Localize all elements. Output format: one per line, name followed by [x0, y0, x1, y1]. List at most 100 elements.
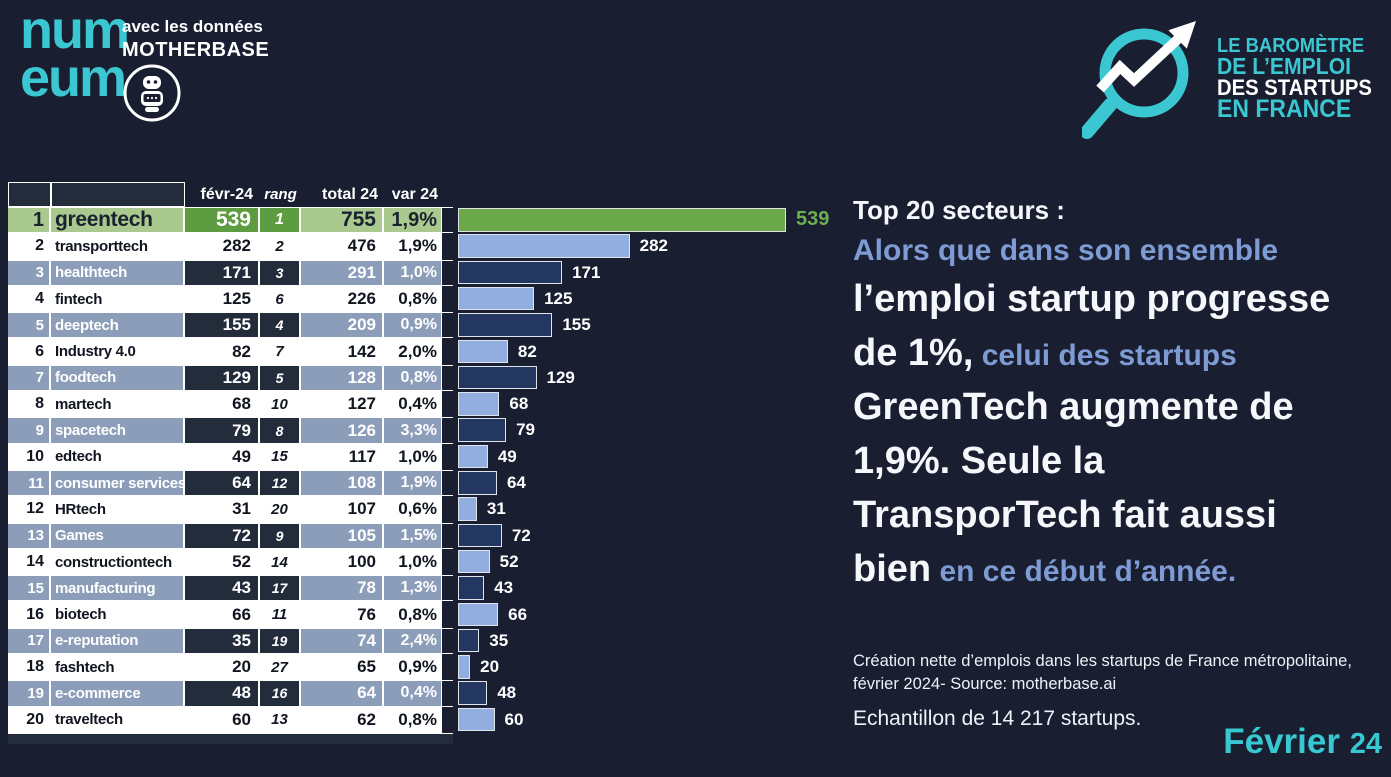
cell-rank-number: 7 — [8, 365, 51, 391]
header-cell-total: total 24 — [321, 185, 378, 203]
panel-text-segment: de 1%, — [853, 332, 974, 374]
table-row: 13 Games 72 9 105 1,5% — [8, 522, 453, 549]
bar-consumer-services — [458, 471, 497, 495]
table-row: 4 fintech 125 6 226 0,8% — [8, 285, 453, 313]
cell-var-value: 0,4% — [384, 391, 442, 418]
cell-var-value: 1,0% — [384, 260, 442, 285]
bar-e-commerce — [458, 681, 488, 705]
table-row: 9 spacetech 79 8 126 3,3% — [8, 417, 453, 444]
cell-total-value: 105 — [301, 523, 384, 548]
cell-month-value: 82 — [185, 338, 260, 365]
bar-foodtech — [458, 365, 537, 390]
cell-month-value: 282 — [185, 233, 260, 260]
cell-total-value: 142 — [301, 338, 384, 365]
cell-sector-name: e-commerce — [51, 681, 185, 706]
cell-sector-name: HRtech — [51, 496, 185, 523]
cell-sector-name: martech — [51, 391, 185, 418]
panel-text-line: l’emploi startup progresse — [853, 272, 1391, 326]
cell-rank-number: 10 — [8, 443, 51, 470]
bar-manufacturing — [458, 576, 485, 600]
cell-rank-number: 4 — [8, 285, 51, 313]
cell-var-value: 1,3% — [384, 576, 442, 601]
table-row: 2 transporttech 282 2 476 1,9% — [8, 233, 453, 260]
cell-total-value: 65 — [301, 654, 384, 681]
cell-total-value: 62 — [301, 706, 384, 733]
cell-sector-name: foodtech — [51, 365, 185, 391]
table-row: 5 deeptech 155 4 209 0,9% — [8, 312, 453, 339]
table-row: 14 constructiontech 52 14 100 1,0% — [8, 548, 453, 576]
cell-rank-number: 14 — [8, 548, 51, 576]
bar-value-label: 68 — [509, 394, 529, 414]
sectors-table-footer-bar — [8, 732, 453, 744]
cell-rank-number: 15 — [8, 576, 51, 601]
period-month: Février — [1223, 722, 1340, 761]
cell-rang-value: 1 — [260, 208, 301, 233]
bar-value-label: 129 — [546, 367, 575, 387]
sample-size-note: Echantillon de 14 217 startups. — [853, 707, 1142, 730]
cell-month-value: 539 — [185, 208, 260, 233]
bar-value-label: 52 — [499, 551, 519, 571]
bar-hrtech — [458, 497, 477, 521]
cell-total-value: 127 — [301, 391, 384, 418]
cell-rank-number: 3 — [8, 260, 51, 285]
cell-month-value: 60 — [185, 706, 260, 733]
cell-month-value: 155 — [185, 313, 260, 338]
bar-value-label: 79 — [516, 420, 535, 440]
bar-value-label: 66 — [508, 604, 528, 624]
bar-spacetech — [458, 418, 507, 442]
cell-month-value: 72 — [185, 523, 260, 548]
panel-text-line: de 1%, celui des startups — [853, 326, 1391, 380]
bar-value-label: 35 — [489, 630, 509, 650]
cell-sector-name: constructiontech — [51, 548, 185, 576]
cell-total-value: 78 — [301, 576, 384, 601]
source-footnote-line2: février 2024- Source: motherbase.ai — [853, 674, 1117, 693]
sectors-table-header: févr-24 rang total 24 var 24 — [8, 182, 453, 207]
bar-value-label: 82 — [517, 341, 537, 361]
cell-month-value: 125 — [185, 285, 260, 313]
bar-value-label: 31 — [486, 499, 506, 519]
cell-month-value: 79 — [185, 418, 260, 443]
table-row: 3 healthtech 171 3 291 1,0% — [8, 259, 453, 286]
cell-total-value: 100 — [301, 548, 384, 576]
cell-month-value: 35 — [185, 628, 260, 654]
table-row: 1 greentech 539 1 755 1,9% — [8, 207, 453, 234]
numeum-logo: num eum — [20, 3, 130, 105]
cell-var-value: 0,8% — [384, 706, 442, 733]
header-cell-month: févr-24 — [200, 185, 253, 203]
cell-rang-value: 12 — [260, 470, 301, 496]
cell-rang-value: 5 — [260, 365, 301, 391]
sectors-table-rows: 1 greentech 539 1 755 1,9% 2 transporttech 282 2 4… — [8, 207, 453, 733]
bar-value-label: 72 — [511, 525, 531, 545]
cell-rang-value: 9 — [260, 523, 301, 548]
bar-healthtech — [458, 260, 563, 285]
cell-rang-value: 2 — [260, 233, 301, 260]
bar-fintech — [458, 286, 535, 311]
cell-sector-name: fashtech — [51, 654, 185, 681]
table-row: 16 biotech 66 11 76 0,8% — [8, 601, 453, 628]
cell-var-value: 1,5% — [384, 523, 442, 548]
header-cell-rank-number — [8, 182, 51, 207]
bar-value-label: 60 — [504, 709, 524, 729]
cell-sector-name: Industry 4.0 — [51, 338, 185, 365]
cell-var-value: 0,4% — [384, 681, 442, 706]
cell-month-value: 66 — [185, 601, 260, 628]
cell-total-value: 107 — [301, 496, 384, 523]
cell-sector-name: transporttech — [51, 233, 185, 260]
panel-text-line: GreenTech augmente de — [853, 380, 1391, 434]
cell-total-value: 476 — [301, 233, 384, 260]
cell-month-value: 52 — [185, 548, 260, 576]
cell-sector-name: Games — [51, 523, 185, 548]
cell-total-value: 117 — [301, 443, 384, 470]
cell-rank-number: 16 — [8, 601, 51, 628]
cell-month-value: 68 — [185, 391, 260, 418]
cell-total-value: 209 — [301, 313, 384, 338]
commentary-panel: Top 20 secteurs : Alors que dans son ens… — [853, 190, 1391, 596]
cell-sector-name: manufacturing — [51, 576, 185, 601]
cell-month-value: 49 — [185, 443, 260, 470]
tagline-line1: avec les données — [122, 17, 263, 36]
motherbase-robot-icon — [122, 63, 182, 123]
cell-rang-value: 3 — [260, 260, 301, 285]
cell-rank-number: 13 — [8, 523, 51, 548]
cell-total-value: 128 — [301, 365, 384, 391]
